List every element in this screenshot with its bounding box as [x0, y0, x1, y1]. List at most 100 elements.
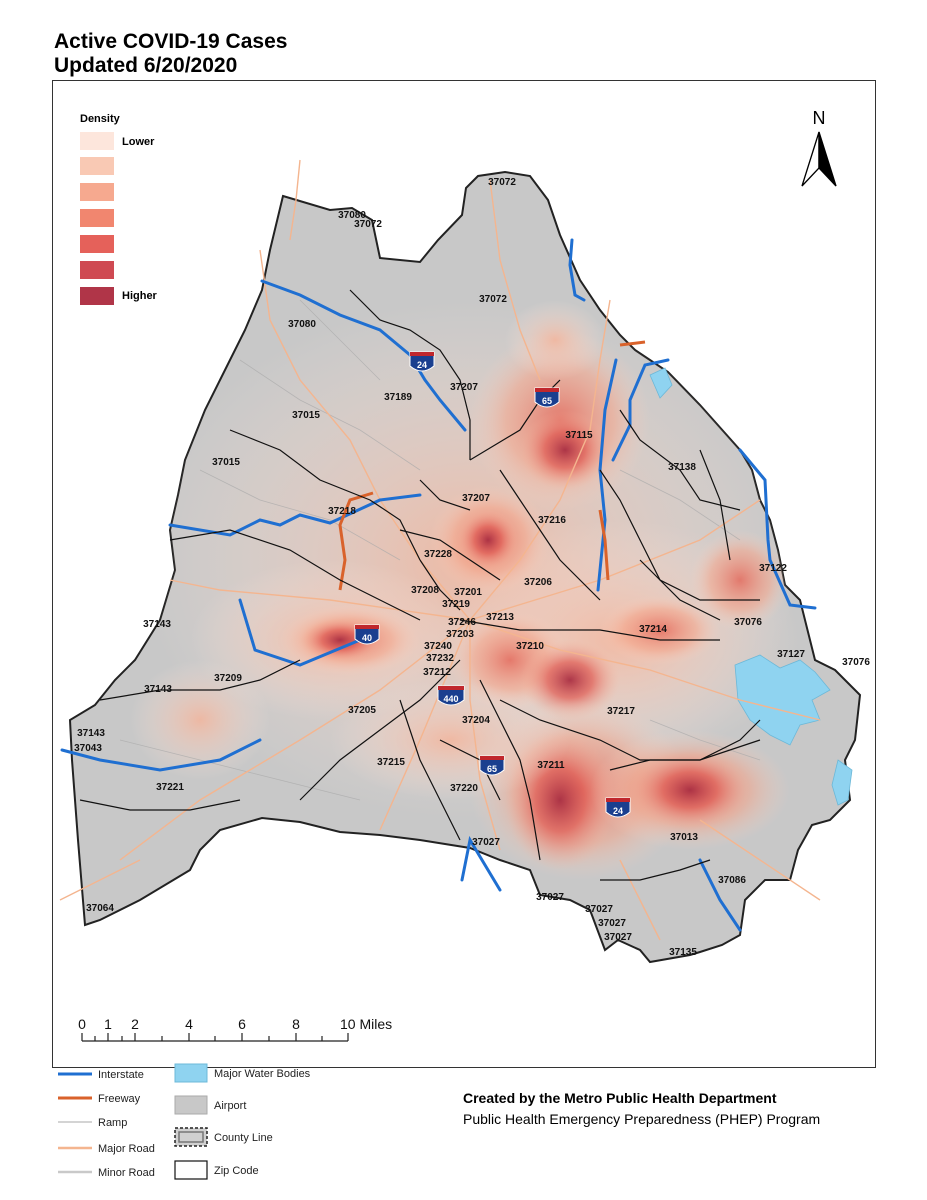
density-swatch: [80, 235, 114, 253]
zip-boundaries: [79, 289, 761, 881]
density-swatch: [80, 132, 114, 150]
legend-ramp: Ramp: [98, 1117, 127, 1129]
airport-swatch: [174, 1095, 208, 1115]
density-swatch: [80, 261, 114, 279]
zip-label: 37027: [598, 918, 626, 929]
density-heat-layer: [130, 300, 800, 880]
zip-label: 37143: [77, 728, 105, 739]
scale-label: 1: [104, 1016, 112, 1032]
zip-label: 37115: [565, 430, 593, 441]
zip-label: 37138: [668, 462, 696, 473]
zip-label: 37135: [669, 947, 697, 958]
zip-label: 37212: [423, 667, 451, 678]
density-legend: Density Lower Higher: [80, 113, 158, 305]
zip-label: 37072: [488, 177, 516, 188]
north-label: N: [813, 108, 826, 128]
zip-label: 37211: [537, 760, 565, 771]
zip-label: 37143: [143, 619, 171, 630]
water-body: [734, 654, 831, 746]
shield-label: 440: [443, 694, 458, 704]
freeways: [338, 340, 646, 591]
scale-label: 10 Miles: [340, 1016, 392, 1032]
zip-label: 37015: [292, 410, 320, 421]
scale-bar: 0 1 2 4 6 8 10 Miles: [78, 1016, 392, 1042]
zip-label: 37204: [462, 715, 490, 726]
legend-freeway: Freeway: [98, 1093, 141, 1105]
zip-label: 37143: [144, 684, 172, 695]
zip-label: 37215: [377, 757, 405, 768]
scale-label: 4: [185, 1016, 193, 1032]
density-legend-high-label: Higher: [122, 290, 158, 302]
interstate-shield-24-south: 24: [605, 797, 631, 818]
shield-label: 65: [487, 764, 497, 774]
zip-label: 37220: [450, 783, 478, 794]
zip-label: 37203: [446, 629, 474, 640]
zip-label: 37072: [354, 219, 382, 230]
zip-label: 37072: [479, 294, 507, 305]
interstate-shield-440: 440: [437, 685, 465, 706]
zip-label: 37080: [338, 210, 366, 221]
zip-label: 37228: [424, 549, 452, 560]
shield-label: 24: [613, 806, 623, 816]
zip-label: 37064: [86, 903, 114, 914]
legend-interstate: Interstate: [98, 1069, 144, 1081]
legend-county-line: County Line: [214, 1132, 273, 1144]
zip-code-swatch: [174, 1160, 208, 1180]
county-line-swatch: [174, 1127, 208, 1147]
zip-label: 37219: [442, 599, 470, 610]
density-legend-title: Density: [80, 113, 121, 125]
zip-label: 37086: [718, 875, 746, 886]
zip-label: 37080: [288, 319, 316, 330]
zip-label: 37127: [777, 649, 805, 660]
zip-label: 37122: [759, 563, 787, 574]
interstate-shield-24-north: 24: [409, 351, 435, 372]
north-arrow-icon: N: [801, 108, 837, 187]
zip-label: 37205: [348, 705, 376, 716]
zip-label: 37207: [462, 493, 490, 504]
zip-label: 37206: [524, 577, 552, 588]
water-swatch: [174, 1063, 208, 1083]
shield-label: 40: [362, 633, 372, 643]
zip-label: 37216: [538, 515, 566, 526]
zip-label: 37210: [516, 641, 544, 652]
legend-water: Major Water Bodies: [214, 1068, 311, 1080]
credit-program: Public Health Emergency Preparedness (PH…: [463, 1111, 821, 1127]
scale-label: 0: [78, 1016, 86, 1032]
density-swatch: [80, 287, 114, 305]
zip-label: 37043: [74, 743, 102, 754]
legend-airport: Airport: [214, 1100, 246, 1112]
map-legend: Interstate Freeway Ramp Major Road Minor…: [58, 1063, 311, 1180]
scale-label: 6: [238, 1016, 246, 1032]
zip-label: 37015: [212, 457, 240, 468]
zip-label: 37218: [328, 506, 356, 517]
zip-label: 37076: [842, 657, 870, 668]
map-subtitle: Updated 6/20/2020: [54, 54, 238, 77]
zip-label: 37027: [472, 837, 500, 848]
zip-label: 37240: [424, 641, 452, 652]
water-body: [831, 759, 853, 806]
interstate-shield-65-south: 65: [479, 755, 505, 776]
water-body: [649, 367, 673, 399]
interstate-shield-65-north: 65: [534, 387, 560, 408]
scale-label: 2: [131, 1016, 139, 1032]
density-swatch: [80, 209, 114, 227]
zip-label: 37027: [585, 904, 613, 915]
zip-label: 37221: [156, 782, 184, 793]
zip-label: 37189: [384, 392, 412, 403]
legend-major-road: Major Road: [98, 1143, 155, 1155]
zip-labels: 3707237080370723707237080371893720737015…: [74, 177, 870, 958]
zip-label: 37076: [734, 617, 762, 628]
shield-label: 65: [542, 396, 552, 406]
zip-label: 37246: [448, 617, 476, 628]
density-swatch: [80, 157, 114, 175]
zip-label: 37013: [670, 832, 698, 843]
zip-label: 37232: [426, 653, 454, 664]
zip-label: 37208: [411, 585, 439, 596]
zip-label: 37209: [214, 673, 242, 684]
zip-label: 37217: [607, 706, 635, 717]
minor-roads: [119, 299, 761, 801]
density-legend-low-label: Lower: [122, 136, 155, 148]
zip-label: 37214: [639, 624, 667, 635]
zip-label: 37201: [454, 587, 482, 598]
